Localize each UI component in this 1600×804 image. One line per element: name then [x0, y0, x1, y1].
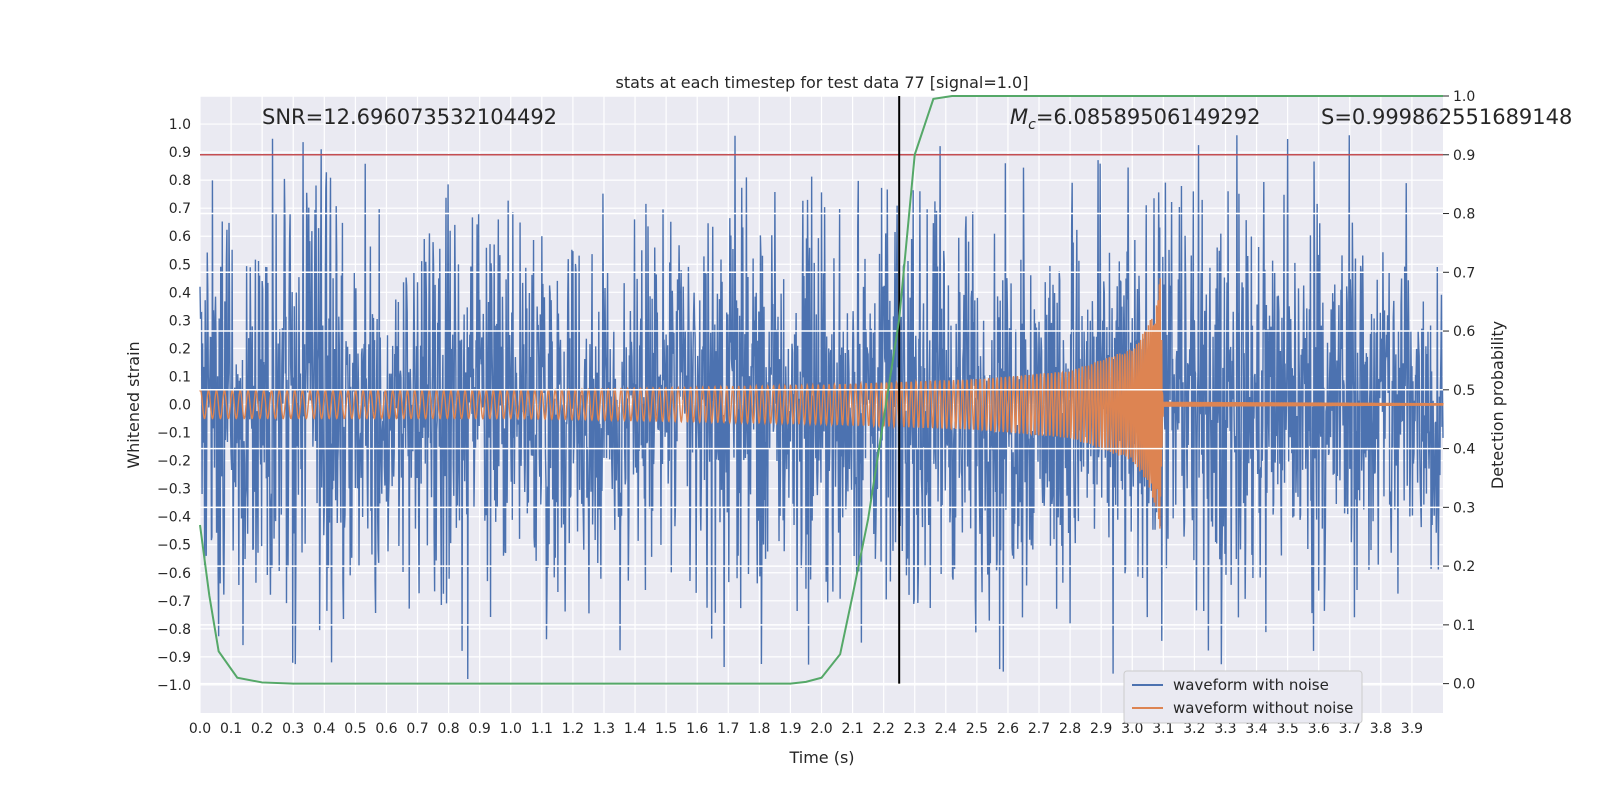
x-tick-label: 1.9: [779, 721, 801, 737]
x-tick-label: 3.5: [1276, 721, 1298, 737]
y2-tick-label: 1.0: [1453, 89, 1475, 105]
y2-tick-label: 0.1: [1453, 618, 1475, 634]
x-tick-label: 1.3: [593, 721, 615, 737]
x-tick-label: 3.1: [1152, 721, 1174, 737]
signal-waveform: [199, 278, 1444, 529]
x-tick-label: 0.1: [220, 721, 242, 737]
x-tick-label: 0.6: [375, 721, 397, 737]
y-tick-label: 0.1: [169, 369, 191, 385]
y-tick-label: 0.5: [169, 257, 191, 273]
x-tick-label: 2.8: [1059, 721, 1081, 737]
y-tick-label: 0.9: [169, 145, 191, 161]
y-tick-label: 0.6: [169, 229, 191, 245]
noise-series-line: [199, 135, 1444, 679]
y-tick-label: −0.3: [157, 482, 191, 498]
x-tick-label: 2.5: [966, 721, 988, 737]
y-tick-label: 0.3: [169, 313, 191, 329]
signal-series-line: [199, 278, 1444, 529]
y-axis-label: Whitened strain: [124, 341, 143, 468]
x-tick-label: 0.4: [313, 721, 335, 737]
x-tick-label: 0.7: [406, 721, 428, 737]
x-tick-label: 2.0: [810, 721, 832, 737]
legend: waveform with noise waveform without noi…: [1123, 670, 1363, 724]
x-tick-label: 1.4: [624, 721, 646, 737]
x-tick-label: 2.2: [873, 721, 895, 737]
y-tick-label: −0.8: [157, 622, 191, 638]
legend-label-signal: waveform without noise: [1173, 699, 1353, 717]
x-tick-label: 3.9: [1401, 721, 1423, 737]
x-tick-label: 1.7: [717, 721, 739, 737]
y2-tick-label: 0.6: [1453, 324, 1475, 340]
chirp-mass-subscript: c: [1028, 117, 1036, 133]
x-tick-label: 2.4: [935, 721, 957, 737]
x-axis-label: Time (s): [788, 748, 854, 767]
y-tick-label: −0.5: [157, 538, 191, 554]
y2-tick-label: 0.4: [1453, 442, 1475, 458]
x-tick-label: 1.8: [748, 721, 770, 737]
x-tick-label: 0.5: [344, 721, 366, 737]
overlay-lines: [199, 95, 1443, 685]
y-tick-label: 0.8: [169, 173, 191, 189]
legend-box: [1123, 670, 1363, 724]
chart-title: stats at each timestep for test data 77 …: [616, 73, 1029, 92]
y2-tick-label: 0.9: [1453, 148, 1475, 164]
y-tick-label: −0.1: [157, 426, 191, 442]
legend-label-noise: waveform with noise: [1173, 676, 1329, 694]
x-tick-label: 0.2: [251, 721, 273, 737]
y-tick-label: −0.9: [157, 650, 191, 666]
y2-tick-label: 0.5: [1453, 383, 1475, 399]
chirp-mass-annotation: Mc=6.08589506149292: [1010, 105, 1261, 133]
x-tick-label: 3.2: [1183, 721, 1205, 737]
ticks: 0.0 0.1 0.2 0.3 0.4 0.5 0.6 0.7 0.8 0.9 1.0 1.1 1.2 1…: [157, 89, 1475, 737]
y-tick-label: −0.7: [157, 594, 191, 610]
x-tick-label: 1.2: [562, 721, 584, 737]
y-tick-label: 0.0: [169, 398, 191, 414]
y-tick-label: −0.4: [157, 510, 191, 526]
x-tick-label: 2.6: [997, 721, 1019, 737]
y2-axis-label: Detection probability: [1488, 321, 1507, 489]
y2-tick-label: 0.2: [1453, 559, 1475, 575]
x-tick-label: 0.9: [469, 721, 491, 737]
noise-waveform: [199, 135, 1444, 679]
snr-annotation: SNR=12.696073532104492: [262, 105, 557, 129]
x-tick-label: 3.4: [1245, 721, 1267, 737]
x-tick-label: 3.8: [1370, 721, 1392, 737]
y-tick-label: −0.2: [157, 454, 191, 470]
y2-tick-label: 0.0: [1453, 677, 1475, 693]
y-tick-label: 0.7: [169, 201, 191, 217]
x-tick-label: 3.7: [1339, 721, 1361, 737]
y2-tick-label: 0.8: [1453, 207, 1475, 223]
x-tick-label: 0.0: [189, 721, 211, 737]
y-tick-label: 1.0: [169, 117, 191, 133]
x-tick-label: 1.5: [655, 721, 677, 737]
y-tick-label: 0.4: [169, 285, 191, 301]
y-tick-label: −0.6: [157, 566, 191, 582]
score-annotation: S=0.999862551689148: [1321, 105, 1572, 129]
x-tick-label: 3.6: [1308, 721, 1330, 737]
chirp-mass-symbol: M: [1010, 105, 1028, 129]
y2-tick-label: 0.7: [1453, 265, 1475, 281]
x-tick-label: 3.3: [1214, 721, 1236, 737]
x-tick-label: 3.0: [1121, 721, 1143, 737]
x-tick-label: 2.3: [904, 721, 926, 737]
x-tick-label: 2.9: [1090, 721, 1112, 737]
x-tick-label: 1.0: [500, 721, 522, 737]
y-tick-label: 0.2: [169, 341, 191, 357]
y-tick-label: −1.0: [157, 678, 191, 694]
x-tick-label: 2.1: [841, 721, 863, 737]
detection-probability-line: [199, 95, 1443, 685]
x-tick-label: 0.3: [282, 721, 304, 737]
y2-tick-label: 0.3: [1453, 500, 1475, 516]
x-tick-label: 1.6: [686, 721, 708, 737]
x-tick-label: 0.8: [437, 721, 459, 737]
chirp-mass-value: =6.08589506149292: [1036, 105, 1261, 129]
x-tick-label: 1.1: [531, 721, 553, 737]
x-tick-label: 2.7: [1028, 721, 1050, 737]
